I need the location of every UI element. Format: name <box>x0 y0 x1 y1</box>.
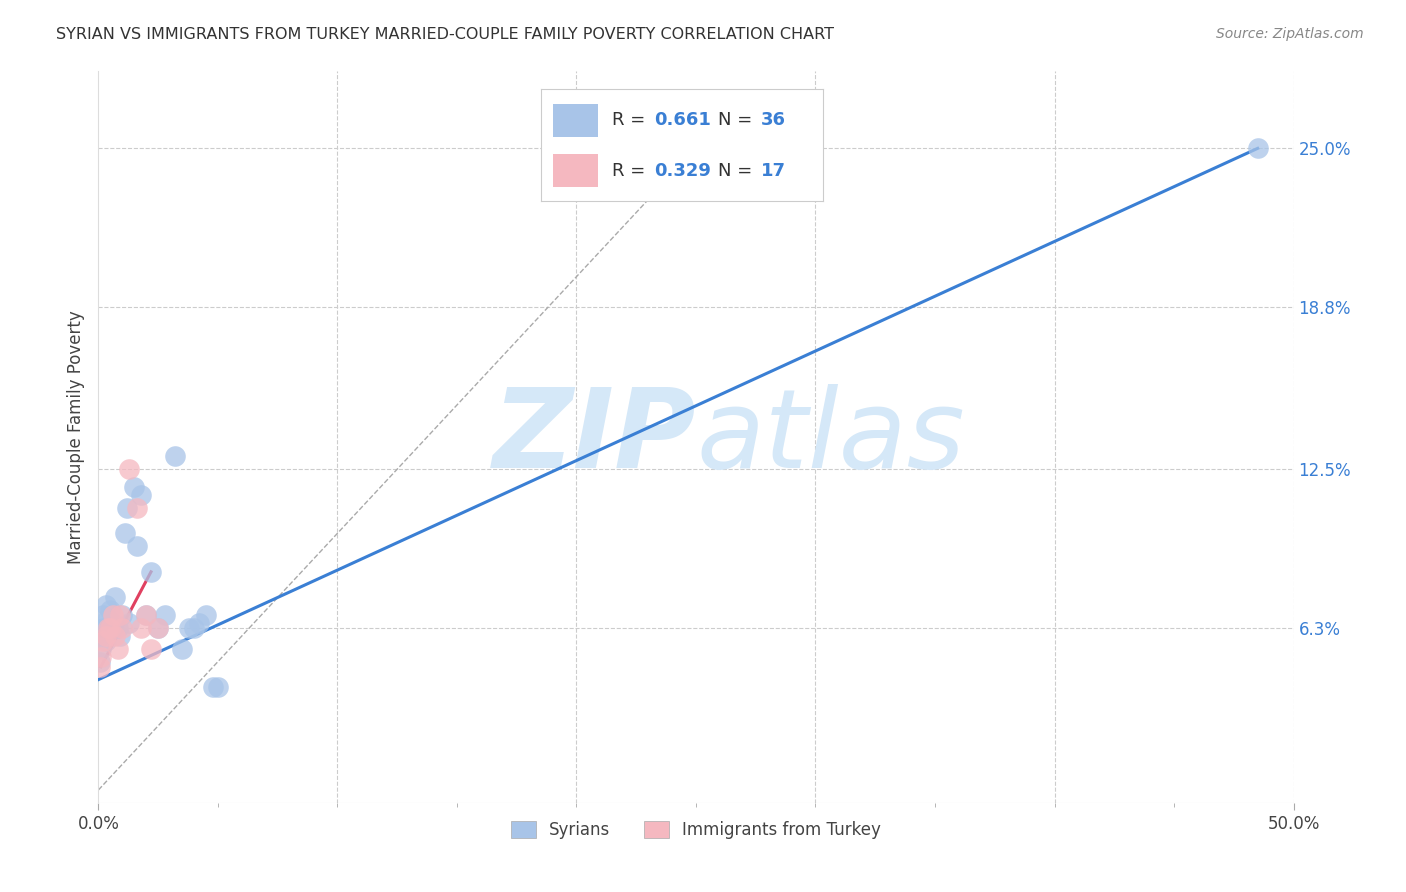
Text: 0.329: 0.329 <box>654 161 710 179</box>
Point <box>118 616 141 631</box>
Text: ZIP: ZIP <box>492 384 696 491</box>
Point <box>91 621 114 635</box>
Point <box>148 621 170 635</box>
Point <box>118 462 141 476</box>
Legend: Syrians, Immigrants from Turkey: Syrians, Immigrants from Turkey <box>505 814 887 846</box>
Point <box>101 621 124 635</box>
Text: N =: N = <box>718 112 758 129</box>
Point <box>131 621 153 635</box>
Point <box>125 500 148 515</box>
Point <box>90 629 112 643</box>
Point <box>124 480 146 494</box>
Point <box>97 621 120 635</box>
Point <box>111 621 134 635</box>
Text: R =: R = <box>612 112 651 129</box>
Bar <box>553 153 598 187</box>
Point <box>107 641 129 656</box>
Point <box>94 629 117 643</box>
Y-axis label: Married-Couple Family Poverty: Married-Couple Family Poverty <box>66 310 84 564</box>
Point <box>98 603 122 617</box>
Text: R =: R = <box>612 161 651 179</box>
Point <box>135 608 157 623</box>
Point <box>135 608 157 623</box>
Point <box>131 488 153 502</box>
Point <box>195 608 218 623</box>
Text: 0.661: 0.661 <box>654 112 710 129</box>
Point <box>91 608 114 623</box>
Point <box>97 611 120 625</box>
Text: 17: 17 <box>761 161 786 179</box>
Point <box>139 641 162 656</box>
Text: N =: N = <box>718 161 758 179</box>
Bar <box>553 103 598 137</box>
Point <box>98 621 122 635</box>
Point <box>91 634 114 648</box>
Point <box>172 641 194 656</box>
Point <box>98 621 122 635</box>
Point <box>187 616 209 631</box>
Point <box>125 539 148 553</box>
Point <box>115 500 138 515</box>
Text: Source: ZipAtlas.com: Source: ZipAtlas.com <box>1216 27 1364 41</box>
Point <box>104 591 127 605</box>
Point <box>202 681 225 695</box>
Text: 36: 36 <box>761 112 786 129</box>
Point <box>94 634 117 648</box>
Text: atlas: atlas <box>696 384 965 491</box>
Text: SYRIAN VS IMMIGRANTS FROM TURKEY MARRIED-COUPLE FAMILY POVERTY CORRELATION CHART: SYRIAN VS IMMIGRANTS FROM TURKEY MARRIED… <box>56 27 834 42</box>
Point <box>97 621 120 635</box>
Point <box>114 526 136 541</box>
Point <box>89 660 111 674</box>
Point <box>101 608 124 623</box>
Point <box>89 655 111 669</box>
Point <box>111 608 134 623</box>
Point <box>183 621 205 635</box>
Point <box>94 598 117 612</box>
Point <box>104 629 127 643</box>
Point <box>148 621 170 635</box>
Point <box>101 616 124 631</box>
Point <box>108 608 131 623</box>
Point <box>155 608 177 623</box>
Point <box>90 641 112 656</box>
Point <box>139 565 162 579</box>
Point <box>163 450 186 464</box>
Point <box>179 621 201 635</box>
Point <box>90 649 112 664</box>
Point <box>1247 141 1270 155</box>
Point <box>107 621 129 635</box>
Point <box>108 629 131 643</box>
Point <box>207 681 229 695</box>
